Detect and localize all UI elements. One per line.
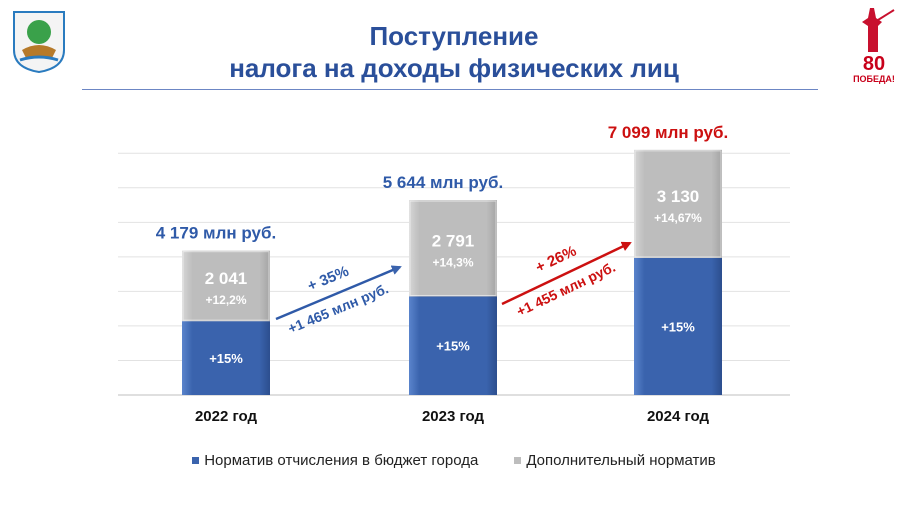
growth-amount-2: +1 455 млн руб. <box>514 259 618 320</box>
legend-label-additional: Дополнительный норматив <box>526 452 716 469</box>
badge-subtext: ПОБЕДА! <box>853 74 895 84</box>
growth-arrow-2 <box>501 241 632 306</box>
additional-percent-3: +14,67% <box>654 211 702 225</box>
chart-legend: Норматив отчисления в бюджет города Допо… <box>0 452 908 469</box>
bar-base-1 <box>182 321 270 395</box>
bar-additional-1 <box>182 250 270 322</box>
total-label-1: 4 179 млн руб. <box>156 224 276 243</box>
additional-value-2: 2 791 <box>432 231 475 250</box>
additional-percent-2: +14,3% <box>432 255 473 269</box>
legend-label-base: Норматив отчисления в бюджет города <box>204 452 479 469</box>
badge-number: 80 <box>862 53 886 75</box>
victory-80-badge-icon <box>862 8 895 52</box>
total-label-3: 7 099 млн руб. <box>608 123 728 142</box>
bar-additional-highlight-1 <box>182 251 270 321</box>
growth-arrow-1 <box>275 265 402 321</box>
bar-base-3 <box>634 257 722 395</box>
title-line-1: Поступление <box>369 21 539 51</box>
page-title: Поступление налога на доходы физических … <box>0 20 908 84</box>
base-label-3: +15% <box>661 319 695 334</box>
bar-additional-3 <box>634 149 722 258</box>
bar-additional-2 <box>409 200 497 297</box>
additional-value-3: 3 130 <box>657 187 700 206</box>
bar-base-2 <box>409 296 497 395</box>
title-line-2: налога на доходы физических лиц <box>229 53 679 83</box>
legend-swatch-base <box>192 457 200 464</box>
additional-value-1: 2 041 <box>205 269 248 288</box>
bar-additional-highlight-2 <box>409 200 497 296</box>
legend-item-base: Норматив отчисления в бюджет города <box>192 452 478 469</box>
base-label-1: +15% <box>209 351 243 366</box>
total-label-2: 5 644 млн руб. <box>383 173 503 192</box>
base-label-2: +15% <box>436 339 470 354</box>
bar-additional-highlight-3 <box>634 150 722 258</box>
additional-percent-1: +12,2% <box>205 293 246 307</box>
category-label-3: 2024 год <box>647 408 710 425</box>
category-label-1: 2022 год <box>195 408 258 425</box>
city-coat-of-arms-icon <box>13 11 65 74</box>
category-label-2: 2023 год <box>422 408 485 425</box>
legend-swatch-additional <box>514 457 522 464</box>
legend-item-additional: Дополнительный норматив <box>514 452 716 469</box>
title-divider <box>82 89 818 90</box>
